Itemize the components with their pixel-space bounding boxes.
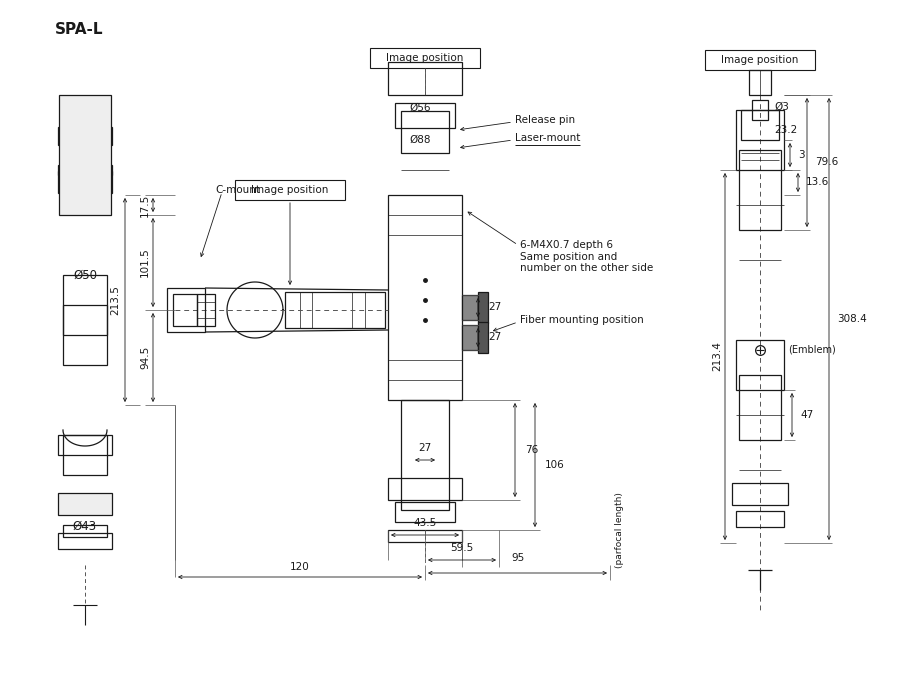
Bar [732,483,788,505]
Bar [63,525,107,537]
Bar [58,127,112,145]
Text: Ø3: Ø3 [774,102,789,112]
Bar [58,435,112,455]
Bar [752,100,768,120]
Bar [173,294,197,326]
Text: Ø50: Ø50 [73,268,97,281]
Text: 106: 106 [545,460,565,470]
Bar [462,295,478,320]
Text: Laser-mount: Laser-mount [515,133,580,143]
Bar [63,435,107,475]
Bar [749,70,771,95]
Text: 213.4: 213.4 [712,341,722,371]
Bar [478,322,488,353]
Text: Image position: Image position [251,185,328,195]
Text: 94.5: 94.5 [140,346,150,369]
Text: 76: 76 [525,445,538,455]
Text: 95: 95 [511,553,524,563]
Text: Ø56: Ø56 [410,103,431,113]
Bar [401,111,449,153]
Text: 47: 47 [800,410,814,420]
Bar [388,530,462,542]
Bar [395,103,455,128]
Bar [58,171,112,193]
Text: 308.4: 308.4 [837,314,867,324]
Bar [395,502,455,522]
Text: C-mount: C-mount [215,185,260,195]
Text: Image position: Image position [721,55,798,65]
Text: 27: 27 [488,332,501,342]
Text: 23.2: 23.2 [774,125,797,135]
Bar [63,305,107,335]
Bar [401,400,449,510]
Bar [58,493,112,515]
Text: (parfocal length): (parfocal length) [616,492,625,568]
Text: 101.5: 101.5 [140,247,150,277]
Text: 17.5: 17.5 [140,193,150,217]
Bar [63,275,107,365]
Text: (Emblem): (Emblem) [788,345,836,355]
Text: Fiber mounting position: Fiber mounting position [520,315,644,325]
Text: 3: 3 [798,150,805,160]
Text: Ø88: Ø88 [410,135,431,145]
Bar [63,177,107,185]
Bar [705,50,815,70]
Text: 6-M4X0.7 depth 6
Same position and
number on the other side: 6-M4X0.7 depth 6 Same position and numbe… [520,240,653,273]
Bar [736,340,784,390]
Bar [741,110,779,140]
Text: 43.5: 43.5 [413,518,436,528]
Bar [478,292,488,323]
Bar [736,110,784,170]
Text: 213.5: 213.5 [110,285,120,315]
Bar [58,165,112,175]
Text: 27: 27 [488,302,501,312]
Bar [59,95,111,215]
Bar [58,533,112,549]
Bar [197,294,215,326]
Text: Image position: Image position [386,53,464,63]
Text: Ø43: Ø43 [73,520,97,533]
Text: 27: 27 [418,443,432,453]
Bar [285,292,385,328]
Bar [235,180,345,200]
Text: 120: 120 [290,562,310,572]
Text: SPA-L: SPA-L [55,22,104,37]
Bar [739,150,781,230]
Text: 13.6: 13.6 [806,177,829,187]
Bar [167,288,205,332]
Bar [370,48,480,68]
Text: 79.6: 79.6 [815,157,838,167]
Text: Release pin: Release pin [515,115,575,125]
Text: 59.5: 59.5 [450,543,473,553]
Bar [65,151,105,163]
Bar [739,375,781,440]
Bar [736,511,784,527]
Bar [462,325,478,350]
Bar [388,478,462,500]
Bar [388,62,462,95]
Bar [388,195,462,400]
